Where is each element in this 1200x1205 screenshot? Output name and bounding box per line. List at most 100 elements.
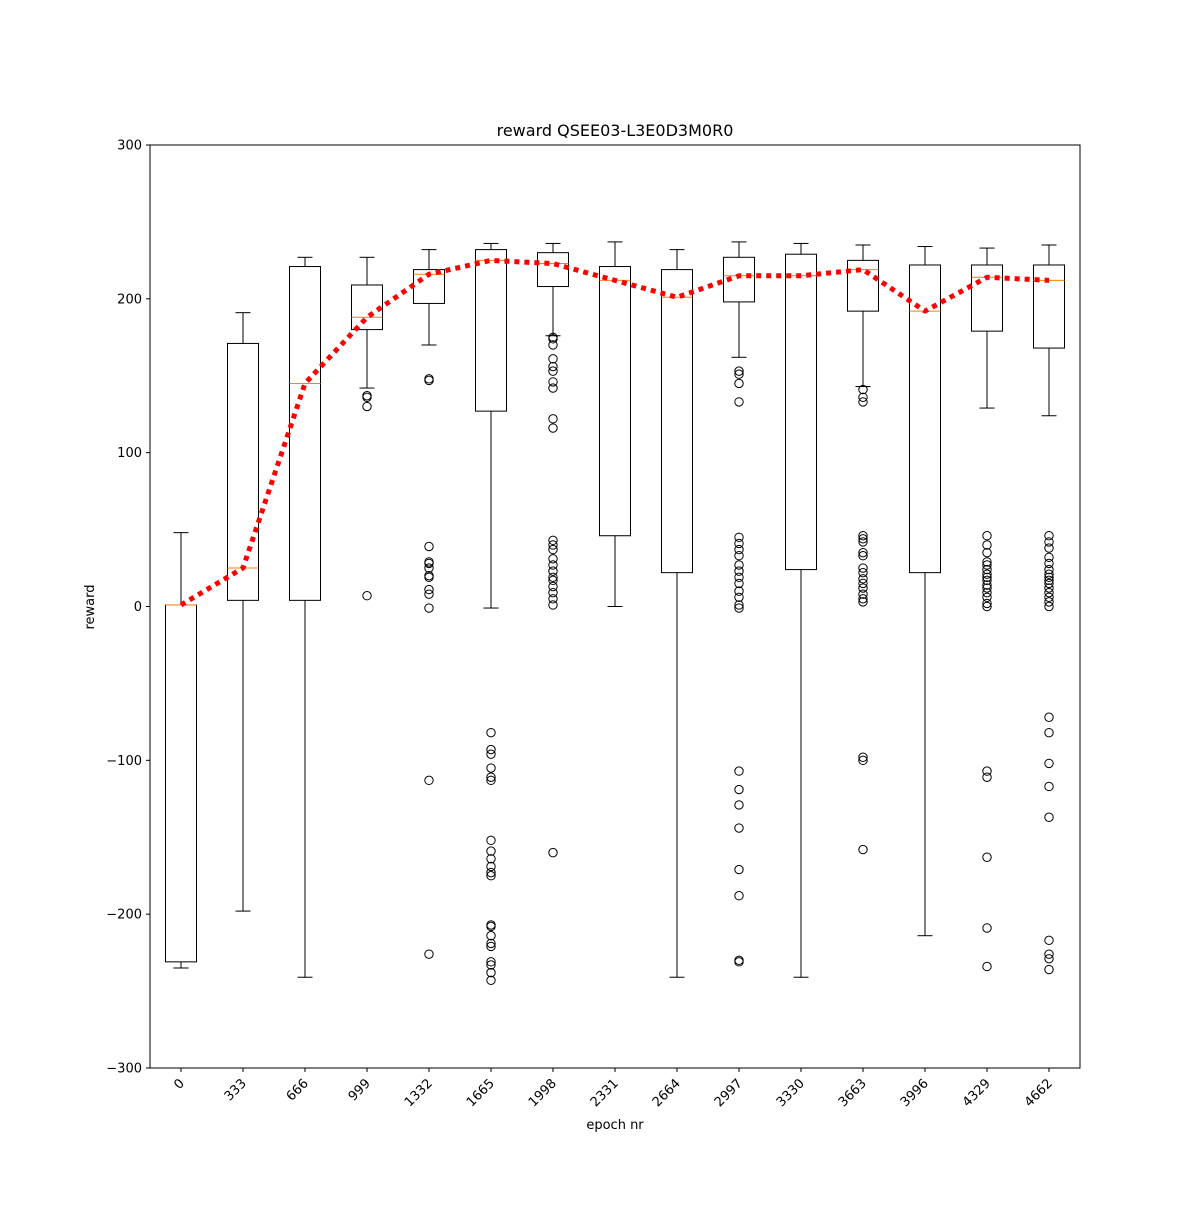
outlier-point <box>734 369 744 379</box>
outlier-point <box>1044 935 1054 946</box>
outlier-point <box>486 960 496 970</box>
outlier-point <box>1044 578 1054 589</box>
outlier-point <box>486 763 496 773</box>
outlier-point <box>858 547 868 558</box>
outlier-point <box>734 544 744 555</box>
outlier-point <box>1044 558 1054 569</box>
y-tick-label: −300 <box>106 1062 142 1077</box>
outlier-point <box>734 538 744 549</box>
box-group-333 <box>227 312 259 912</box>
y-tick-label: 300 <box>117 139 142 154</box>
outlier-point <box>982 583 992 593</box>
outlier-point <box>734 572 744 582</box>
outlier-point <box>548 587 558 598</box>
outlier-point <box>1044 712 1054 722</box>
outlier-point <box>1044 569 1054 579</box>
outlier-point <box>424 584 434 595</box>
outlier-point <box>1044 597 1054 607</box>
box-group-999 <box>351 256 383 601</box>
outlier-point <box>548 361 558 372</box>
outlier-point <box>1044 781 1054 792</box>
outlier-point <box>362 591 372 601</box>
mean-line <box>179 257 1050 608</box>
outlier-point <box>858 551 868 561</box>
outlier-point <box>548 383 558 393</box>
outlier-point <box>858 597 868 607</box>
outlier-point <box>424 563 434 573</box>
y-axis-title: reward <box>83 584 98 629</box>
box-iqr <box>537 252 569 288</box>
outlier-point <box>486 921 496 932</box>
outlier-point <box>424 558 434 569</box>
outlier-point <box>982 601 992 612</box>
outlier-point <box>734 784 744 795</box>
outlier-point <box>1044 572 1054 582</box>
outlier-point <box>1044 964 1054 975</box>
outlier-point <box>548 544 558 555</box>
outlier-point <box>486 861 496 872</box>
outlier-point <box>486 967 496 978</box>
outlier-point <box>1044 949 1054 959</box>
outlier-point <box>486 727 496 738</box>
outlier-point <box>858 392 868 402</box>
outlier-point <box>486 744 496 755</box>
outlier-point <box>982 766 992 776</box>
box-iqr <box>661 269 693 574</box>
outlier-point <box>1044 564 1054 575</box>
x-axis-title: epoch nr <box>586 1118 644 1133</box>
box-iqr <box>785 253 817 571</box>
outlier-point <box>548 334 558 344</box>
y-tick-label: 200 <box>117 292 142 307</box>
outlier-point <box>734 891 744 901</box>
outlier-point <box>548 414 558 424</box>
outlier-point <box>1044 592 1054 602</box>
y-tick-label: −200 <box>106 908 142 923</box>
outlier-point <box>548 581 558 592</box>
outlier-point <box>424 589 434 599</box>
outlier-point <box>486 854 496 864</box>
box-iqr <box>971 264 1003 332</box>
outlier-point <box>486 938 496 949</box>
box-group-4329 <box>971 247 1003 972</box>
outlier-point <box>734 397 744 407</box>
outlier-point <box>982 772 992 782</box>
outlier-point <box>982 923 992 933</box>
box-iqr <box>723 256 755 303</box>
box-group-1998 <box>537 242 569 858</box>
outlier-point <box>858 574 868 584</box>
box-iqr <box>909 264 941 574</box>
outlier-point <box>982 580 992 590</box>
outlier-point <box>1044 583 1054 593</box>
outlier-point <box>982 587 992 598</box>
outlier-point <box>858 752 868 762</box>
outlier-point <box>548 575 558 586</box>
outlier-point <box>982 531 992 541</box>
box-iqr <box>227 342 259 601</box>
outlier-point <box>548 600 558 610</box>
outlier-point <box>424 541 434 552</box>
outlier-point <box>734 603 744 613</box>
outlier-point <box>734 586 744 596</box>
outlier-point <box>362 401 372 412</box>
outlier-point <box>982 572 992 582</box>
outlier-point <box>734 532 744 542</box>
outlier-point <box>734 560 744 570</box>
outlier-point <box>486 867 496 878</box>
outlier-point <box>1044 587 1054 598</box>
outlier-point <box>1044 552 1054 562</box>
outlier-point <box>424 603 434 613</box>
outlier-point <box>734 823 744 833</box>
outlier-point <box>858 534 868 544</box>
outlier-point <box>858 755 868 766</box>
outlier-point <box>548 572 558 582</box>
outlier-point <box>1044 543 1054 553</box>
y-tick-label: 0 <box>134 600 142 615</box>
outlier-point <box>982 564 992 575</box>
outlier-point <box>486 931 496 941</box>
box-group-2664 <box>661 249 693 978</box>
outlier-point <box>982 592 992 602</box>
outlier-point <box>858 384 868 395</box>
outlier-point <box>486 775 496 786</box>
